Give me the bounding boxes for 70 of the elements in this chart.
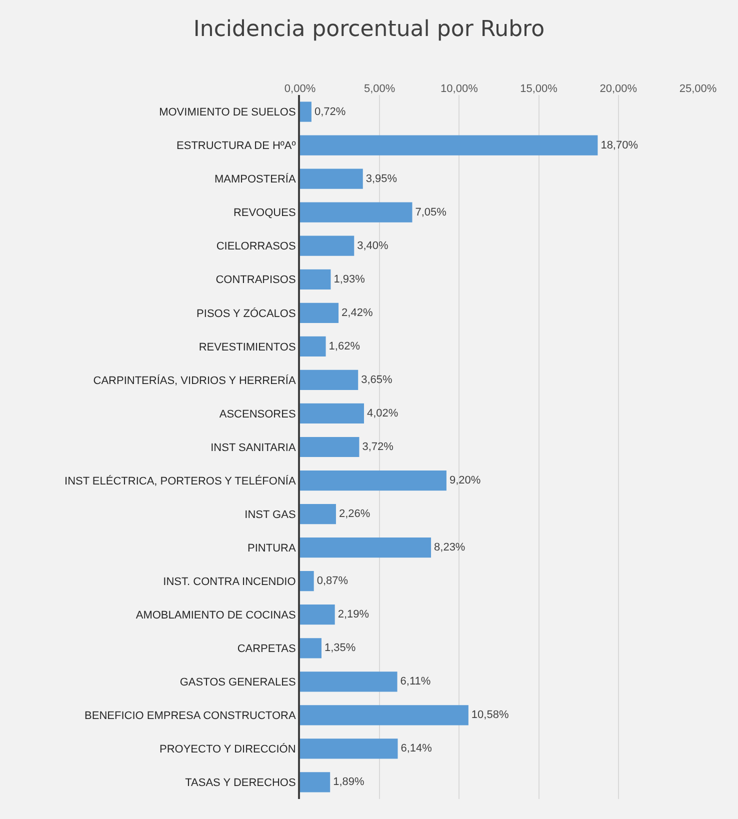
y-tick-label: INST GAS	[244, 508, 296, 521]
y-tick-label: CARPETAS	[237, 642, 296, 655]
bar	[300, 772, 330, 792]
bar	[300, 638, 322, 658]
bar	[300, 504, 336, 524]
bar	[300, 538, 432, 558]
bar	[300, 436, 360, 458]
x-tick-label: 15,00%	[520, 82, 558, 95]
y-tick-label: ASCENSORES	[219, 408, 296, 420]
data-label: 1,35%	[324, 642, 356, 654]
bar	[300, 202, 412, 222]
chart-title: Incidencia porcentual por Rubro	[193, 16, 545, 42]
data-label: 3,40%	[357, 240, 389, 252]
bar	[300, 336, 326, 356]
y-tick-label: PINTURA	[248, 542, 296, 554]
y-tick-label: INST SANITARIA	[210, 442, 296, 454]
x-tick-label: 20,00%	[600, 82, 638, 95]
data-label: 3,95%	[366, 172, 398, 185]
data-label: 0,72%	[314, 106, 346, 118]
data-label: 1,62%	[328, 340, 360, 352]
bar	[300, 168, 363, 189]
data-label: 1,93%	[334, 273, 366, 286]
data-label: 3,65%	[361, 374, 393, 386]
bar	[300, 302, 339, 323]
data-label: 9,20%	[449, 474, 481, 487]
data-label: 2,42%	[342, 306, 373, 319]
y-tick-label: CIELORRASOS	[216, 240, 296, 253]
y-tick-label: PISOS Y ZÓCALOS	[196, 306, 296, 320]
data-label: 2,26%	[338, 508, 370, 520]
bar	[300, 135, 598, 156]
bar	[300, 571, 314, 592]
data-label: 6,11%	[400, 676, 431, 688]
y-tick-label: MAMPOSTERÍA	[214, 172, 296, 186]
y-tick-label: CONTRAPISOS	[216, 274, 296, 286]
data-label: 6,14%	[400, 742, 432, 755]
data-label: 2,19%	[338, 608, 370, 621]
y-tick-label: AMOBLAMIENTO DE COCINAS	[136, 609, 296, 622]
data-label: 18,70%	[600, 139, 638, 152]
y-tick-label: INST ELÉCTRICA, PORTEROS Y TELÉFONÍA	[64, 474, 296, 488]
y-tick-label: PROYECTO Y DIRECCIÓN	[159, 742, 296, 756]
bar	[300, 604, 335, 625]
y-tick-label: BENEFICIO EMPRESA CONSTRUCTORA	[84, 710, 296, 722]
data-label: 10,58%	[471, 709, 509, 722]
x-tick-label: 0,00%	[284, 82, 316, 95]
bar	[300, 738, 398, 759]
y-tick-label: MOVIMIENTO DE SUELOS	[159, 106, 296, 119]
y-tick-label: CARPINTERÍAS, VIDRIOS Y HERRERÍA	[93, 374, 296, 387]
y-tick-label: REVOQUES	[233, 207, 296, 220]
bar	[300, 102, 312, 122]
y-tick-label: ESTRUCTURA DE HºAº	[176, 140, 296, 152]
x-tick-label: 5,00%	[364, 82, 396, 95]
y-tick-label: TASAS Y DERECHOS	[185, 777, 296, 790]
y-tick-label: GASTOS GENERALES	[180, 676, 296, 689]
data-label: 3,72%	[362, 441, 394, 453]
bar	[300, 672, 398, 692]
data-label: 7,05%	[415, 206, 447, 218]
bar	[300, 705, 468, 726]
bar	[300, 370, 358, 390]
x-tick-label: 10,00%	[440, 82, 478, 95]
bar	[300, 269, 331, 290]
data-label: 8,23%	[434, 542, 466, 554]
y-tick-label: INST. CONTRA INCENDIO	[163, 576, 296, 588]
bar	[300, 403, 364, 424]
bar	[300, 470, 446, 491]
bar	[300, 236, 354, 256]
data-label: 0,87%	[316, 575, 348, 588]
data-label: 4,02%	[367, 407, 398, 420]
y-tick-label: REVESTIMIENTOS	[198, 341, 296, 354]
x-tick-label: 25,00%	[679, 82, 717, 95]
data-label: 1,89%	[333, 776, 364, 788]
